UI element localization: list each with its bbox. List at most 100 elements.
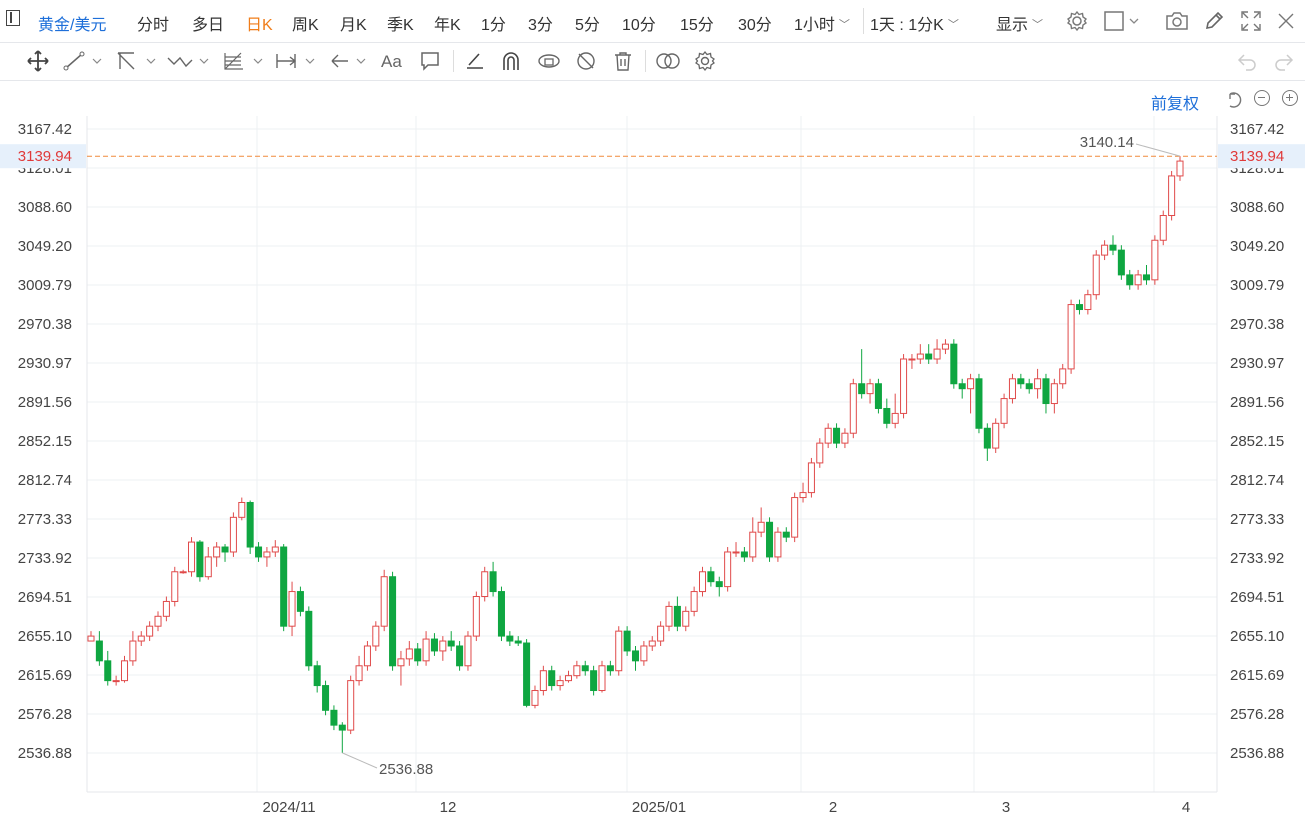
- drawing-toolbar: Aa: [0, 42, 1305, 81]
- candle-body-up: [799, 492, 807, 499]
- zoom-out-icon[interactable]: [1254, 90, 1270, 106]
- tab-30min[interactable]: 30分: [738, 17, 772, 34]
- display-dropdown[interactable]: 显示 ﹀: [996, 11, 1043, 35]
- candle-body-down: [95, 640, 103, 662]
- y-tick-left: 2536.88: [18, 745, 72, 762]
- tab-10min[interactable]: 10分: [622, 17, 656, 34]
- candle-body-up: [137, 635, 145, 642]
- candle-body-up: [615, 630, 623, 672]
- redo-icon[interactable]: [1273, 50, 1295, 72]
- candle-body-up: [916, 353, 924, 360]
- tab-daily-k[interactable]: 日K: [246, 17, 273, 34]
- arrow-tool-icon[interactable]: [328, 50, 370, 72]
- channel-tool-icon[interactable]: [115, 50, 159, 72]
- candle-body-up: [1008, 378, 1016, 400]
- trash-icon[interactable]: [612, 50, 634, 72]
- candle-body-up: [288, 591, 296, 627]
- y-tick-right: 2852.15: [1230, 433, 1284, 450]
- wave-tool-icon[interactable]: [166, 50, 212, 72]
- close-icon[interactable]: [1275, 10, 1297, 32]
- candle-body-up: [162, 600, 170, 617]
- measure-tool-icon[interactable]: [274, 50, 318, 72]
- candle-body-up: [807, 462, 815, 494]
- candle-body-up: [1059, 368, 1067, 385]
- candle-body-up: [1151, 239, 1159, 281]
- tab-1min[interactable]: 1分: [481, 17, 506, 34]
- tab-quarterly-k[interactable]: 季K: [387, 17, 414, 34]
- x-tick: 4: [1182, 799, 1190, 816]
- candle-body-up: [531, 690, 539, 706]
- kline-unit-dropdown[interactable]: 1天 : 1分K ﹀: [870, 11, 959, 35]
- tab-1hour-dropdown[interactable]: 1小时 ﹀: [794, 11, 850, 35]
- candle-body-up: [1000, 398, 1008, 424]
- sidebar-toggle-icon[interactable]: [6, 10, 20, 26]
- adjust-mode-button[interactable]: 前复权: [1151, 96, 1200, 113]
- candle-body-up: [1176, 160, 1184, 177]
- candle-body-up: [640, 645, 648, 662]
- line-tool-icon[interactable]: [63, 50, 105, 72]
- reset-icon[interactable]: [1225, 90, 1245, 110]
- y-tick-right: 2733.92: [1230, 550, 1284, 567]
- y-tick-right: 3167.42: [1230, 121, 1284, 138]
- candle-body-down: [1042, 378, 1050, 405]
- svg-text:Aa: Aa: [381, 52, 402, 71]
- candle-body-down: [1025, 383, 1033, 390]
- lock-icon[interactable]: [537, 50, 561, 72]
- settings-icon[interactable]: [694, 50, 716, 72]
- candle-body-up: [992, 422, 1000, 449]
- candle-body-down: [447, 640, 455, 647]
- y-tick-left: 3088.60: [18, 199, 72, 216]
- zoom-in-icon[interactable]: [1282, 90, 1298, 106]
- candle-body-up: [1159, 215, 1167, 241]
- candle-body-down: [296, 591, 304, 612]
- move-icon[interactable]: [26, 50, 50, 72]
- divider: [863, 8, 864, 34]
- candle-body-up: [1034, 378, 1042, 390]
- chart-style-dropdown[interactable]: [1103, 10, 1143, 32]
- divider: [645, 50, 646, 72]
- y-tick-left: 2970.38: [18, 316, 72, 333]
- y-tick-right: 3088.60: [1230, 199, 1284, 216]
- tab-fenshi[interactable]: 分时: [137, 17, 170, 34]
- tab-yearly-k[interactable]: 年K: [434, 17, 461, 34]
- candle-body-up: [422, 638, 430, 662]
- fullscreen-icon[interactable]: [1240, 10, 1262, 32]
- tab-5min[interactable]: 5分: [575, 17, 600, 34]
- candle-body-up: [363, 645, 371, 667]
- edit-icon[interactable]: [1203, 10, 1225, 32]
- candle-body-up: [539, 670, 547, 692]
- camera-icon[interactable]: [1164, 10, 1190, 32]
- y-tick-left: 3049.20: [18, 238, 72, 255]
- tab-multiday[interactable]: 多日: [192, 17, 225, 34]
- candle-body-up: [1050, 383, 1058, 405]
- text-tool-icon[interactable]: Aa: [380, 50, 406, 72]
- comment-icon[interactable]: [419, 50, 441, 72]
- candle-body-up: [891, 412, 899, 424]
- candle-body-down: [874, 383, 882, 409]
- candle-body-up: [112, 680, 120, 683]
- candle-body-down: [766, 521, 774, 558]
- fib-tool-icon[interactable]: [222, 50, 266, 72]
- candle-body-up: [179, 571, 187, 574]
- display-label: 显示: [996, 17, 1029, 34]
- magnet-icon[interactable]: [500, 50, 522, 72]
- tab-3min[interactable]: 3分: [528, 17, 553, 34]
- candle-body-down: [456, 645, 464, 667]
- candle-body-down: [338, 724, 346, 731]
- x-tick: 2: [829, 799, 837, 816]
- pen-icon[interactable]: [464, 50, 486, 72]
- symbol-selector[interactable]: 黄金/美元: [38, 17, 107, 34]
- candle-body-down: [782, 531, 790, 538]
- candle-body-up: [213, 546, 221, 558]
- tab-15min[interactable]: 15分: [680, 17, 714, 34]
- y-tick-right: 2536.88: [1230, 745, 1284, 762]
- tab-weekly-k[interactable]: 周K: [292, 17, 319, 34]
- y-tick-right: 2970.38: [1230, 316, 1284, 333]
- compare-icon[interactable]: [655, 50, 681, 72]
- settings-icon[interactable]: [1066, 10, 1088, 32]
- undo-icon[interactable]: [1236, 50, 1258, 72]
- candle-body-down: [221, 546, 229, 553]
- hide-icon[interactable]: [575, 50, 597, 72]
- tab-monthly-k[interactable]: 月K: [340, 17, 367, 34]
